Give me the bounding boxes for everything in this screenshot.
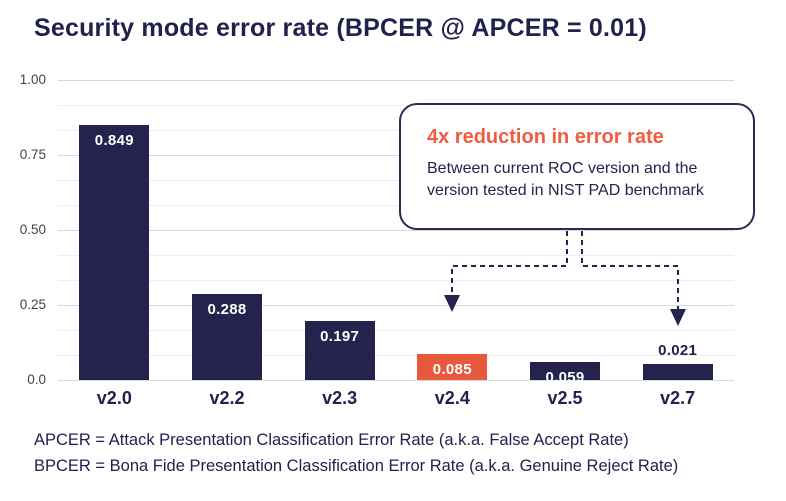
gridline-minor — [58, 330, 734, 331]
bar-v2.7 — [642, 364, 713, 380]
y-tick-label: 0.25 — [19, 297, 46, 312]
gridline-major — [58, 80, 734, 81]
x-tick-label-v2.5: v2.5 — [547, 388, 583, 408]
bar-v2.0 — [79, 125, 150, 380]
gridline-major — [58, 155, 734, 156]
gridline-minor — [58, 205, 734, 206]
page-title: Security mode error rate (BPCER @ APCER … — [34, 14, 647, 42]
gridline-minor — [58, 280, 734, 281]
bar-value-label-v2.3: 0.197 — [320, 328, 360, 345]
bar-value-label-v2.2: 0.288 — [207, 301, 247, 318]
y-tick-label: 0.75 — [19, 147, 46, 162]
y-tick-label: 0.0 — [27, 372, 46, 387]
dashed-arrow-line — [581, 231, 679, 310]
bar-value-label-v2.4: 0.085 — [432, 361, 472, 378]
callout-body-line1: Between current ROC version and the — [427, 160, 698, 177]
bar-value-label-v2.7: 0.021 — [658, 342, 698, 359]
dashed-arrow-line — [451, 231, 568, 296]
footnotes: APCER = Attack Presentation Classificati… — [34, 427, 678, 479]
gridline-minor — [58, 255, 734, 256]
arrowhead-icon — [670, 309, 686, 326]
x-tick-label-v2.7: v2.7 — [660, 388, 696, 408]
callout-title: 4x reduction in error rate — [427, 126, 664, 148]
callout-body-line2: version tested in NIST PAD benchmark — [427, 182, 704, 199]
x-tick-label-v2.0: v2.0 — [96, 388, 132, 408]
gridline-minor — [58, 130, 734, 131]
y-tick-label: 1.00 — [19, 72, 46, 87]
gridline-minor — [58, 105, 734, 106]
bar-v2.4 — [417, 354, 488, 380]
footnote-bpcer: BPCER = Bona Fide Presentation Classific… — [34, 457, 679, 475]
x-tick-label-v2.2: v2.2 — [209, 388, 245, 408]
bar-v2.5 — [530, 362, 600, 380]
bar-v2.2 — [192, 294, 262, 380]
gridline-major — [58, 380, 734, 381]
gridline-major — [58, 230, 734, 231]
x-tick-label-v2.4: v2.4 — [434, 388, 470, 408]
callout-body: Between current ROC version and the vers… — [427, 158, 735, 202]
gridline-major — [58, 305, 734, 306]
gridline-minor — [58, 180, 734, 181]
x-tick-label-v2.3: v2.3 — [322, 388, 358, 408]
bar-value-label-v2.5: 0.059 — [545, 369, 585, 386]
arrowhead-icon — [444, 295, 460, 312]
bar-value-label-v2.0: 0.849 — [94, 132, 134, 149]
callout-box: 4x reduction in error rate Between curre… — [399, 103, 755, 230]
y-tick-label: 0.50 — [19, 222, 46, 237]
footnote-apcer: APCER = Attack Presentation Classificati… — [34, 431, 629, 449]
gridline-minor — [58, 355, 734, 356]
bar-v2.3 — [304, 321, 375, 380]
